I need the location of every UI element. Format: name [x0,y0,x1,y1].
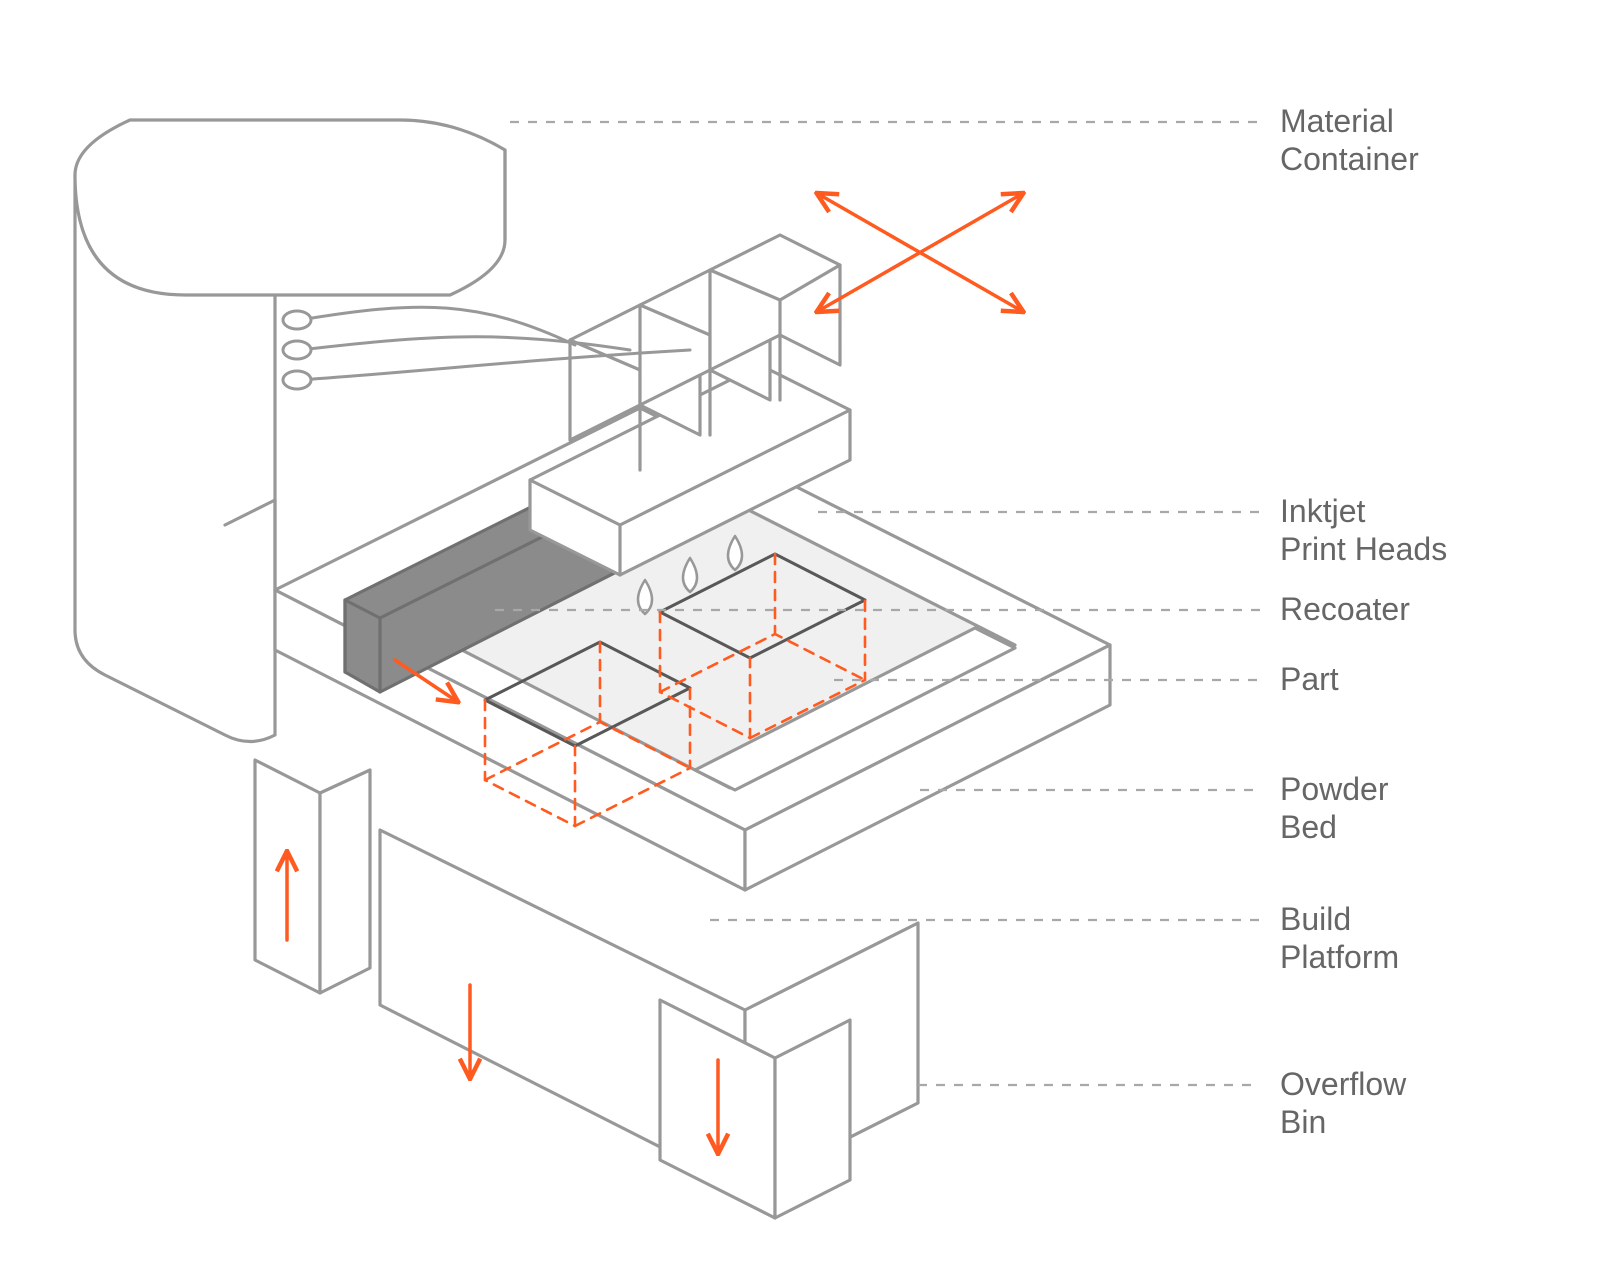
machine [75,120,1110,1218]
label-print_heads: InktjetPrint Heads [1280,493,1447,567]
left-piston [255,760,370,993]
label-overflow_bin: OverflowBin [1280,1066,1407,1140]
label-part: Part [1280,661,1339,697]
label-recoater: Recoater [1280,591,1410,627]
label-powder_bed: PowderBed [1280,771,1389,845]
label-material_container: MaterialContainer [1280,103,1419,177]
labels: MaterialContainer InktjetPrint Heads Recoa… [1280,103,1447,1140]
label-build_platform: BuildPlatform [1280,901,1399,975]
xy-motion-icon [820,195,1020,310]
binder-jetting-diagram: MaterialContainer InktjetPrint Heads Recoa… [0,0,1600,1265]
